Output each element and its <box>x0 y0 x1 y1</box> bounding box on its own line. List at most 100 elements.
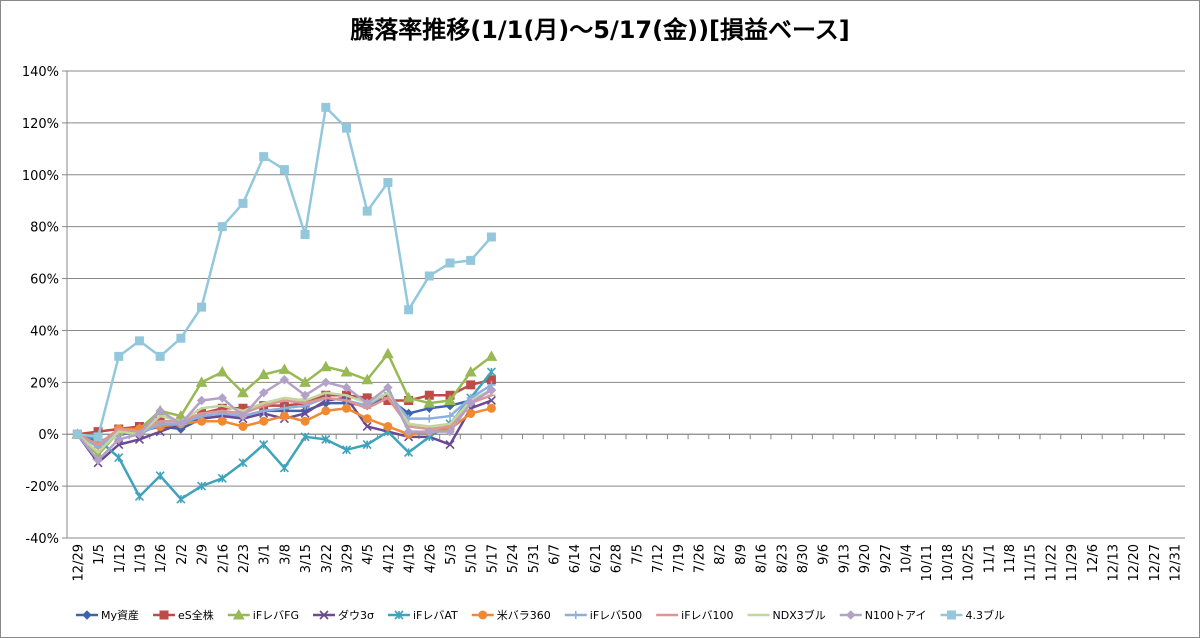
marker <box>217 473 227 483</box>
marker <box>321 434 331 444</box>
x-tick-label: 3/22 <box>320 544 335 573</box>
marker <box>280 404 289 413</box>
marker <box>404 305 414 315</box>
marker <box>383 382 393 393</box>
marker <box>197 302 207 312</box>
x-tick-label: 12/31 <box>1169 544 1184 581</box>
x-tick-label: 9/27 <box>879 544 894 573</box>
marker <box>321 102 331 112</box>
marker <box>259 440 269 450</box>
x-tick-label: 1/12 <box>113 544 128 573</box>
marker <box>846 610 856 620</box>
marker <box>423 397 436 408</box>
x-tick-label: 11/29 <box>1065 544 1080 581</box>
marker <box>424 426 435 437</box>
marker <box>237 386 249 398</box>
marker <box>196 395 207 406</box>
marker <box>279 463 289 473</box>
marker <box>321 406 331 416</box>
marker <box>114 434 124 445</box>
x-tick-label: 2/9 <box>196 544 211 565</box>
marker <box>946 610 956 620</box>
y-tick-label: 0% <box>38 428 59 443</box>
y-tick-label: 20% <box>30 376 59 391</box>
x-tick-label: 8/2 <box>713 544 728 565</box>
marker <box>217 393 227 403</box>
marker <box>485 350 498 361</box>
marker <box>238 411 248 421</box>
marker <box>424 390 434 400</box>
x-tick-label: 8/9 <box>734 544 749 565</box>
marker <box>362 440 372 450</box>
marker <box>114 453 124 463</box>
legend-label: iFレバFG <box>253 609 299 622</box>
x-tick-label: 5/17 <box>485 544 500 573</box>
x-tick-label: 8/16 <box>755 544 770 573</box>
marker <box>300 408 310 419</box>
marker <box>571 611 580 619</box>
marker <box>279 375 290 385</box>
marker <box>217 222 227 232</box>
x-tick-label: 7/19 <box>672 544 687 573</box>
marker <box>155 351 165 361</box>
x-tick-label: 8/23 <box>775 544 790 573</box>
marker <box>342 123 351 133</box>
x-tick-label: 1/5 <box>92 544 107 565</box>
marker <box>466 255 476 265</box>
x-tick-label: 5/31 <box>527 544 542 573</box>
marker <box>279 165 289 175</box>
x-tick-label: 11/8 <box>1003 544 1018 573</box>
marker <box>486 232 496 242</box>
marker <box>425 414 434 423</box>
marker <box>134 429 145 439</box>
marker <box>232 608 245 620</box>
x-tick-label: 10/4 <box>900 544 915 573</box>
y-tick-label: -40% <box>25 532 59 547</box>
marker <box>446 412 455 421</box>
marker <box>259 416 269 426</box>
x-tick-label: 11/1 <box>982 544 997 573</box>
marker <box>82 610 92 620</box>
marker <box>300 416 310 426</box>
marker <box>93 432 103 442</box>
marker <box>486 367 496 377</box>
x-tick-label: 5/24 <box>506 544 521 573</box>
x-tick-label: 12/27 <box>1148 544 1163 581</box>
y-tick-label: 140% <box>22 65 59 80</box>
x-tick-label: 4/12 <box>382 544 397 573</box>
marker <box>159 610 169 620</box>
marker <box>300 390 310 401</box>
x-tick-label: 7/26 <box>692 544 707 573</box>
x-tick-label: 12/6 <box>1086 544 1101 573</box>
x-tick-label: 4/5 <box>361 544 376 565</box>
x-tick-label: 11/15 <box>1024 544 1039 581</box>
marker <box>486 385 497 395</box>
x-tick-label: 9/6 <box>817 544 832 565</box>
marker <box>362 398 372 408</box>
y-tick-label: 60% <box>30 273 59 288</box>
legend-label: iFレバ500 <box>590 609 642 622</box>
marker <box>341 382 352 393</box>
x-tick-label: 1/19 <box>133 544 148 573</box>
x-tick-label: 12/29 <box>71 544 86 581</box>
marker <box>362 414 372 424</box>
y-tick-label: 120% <box>22 117 59 132</box>
legend-label: iFレバ100 <box>681 609 733 622</box>
marker <box>134 491 145 502</box>
marker <box>176 494 186 504</box>
marker <box>444 394 456 405</box>
x-tick-label: 9/13 <box>837 544 852 573</box>
x-tick-label: 12/20 <box>1127 544 1142 581</box>
x-tick-label: 12/13 <box>1107 544 1122 581</box>
marker <box>340 365 353 377</box>
legend-label: eS全株 <box>178 608 214 622</box>
x-tick-label: 5/3 <box>444 544 459 565</box>
legend-label: ダウ3σ <box>338 608 374 622</box>
marker <box>319 610 329 620</box>
x-tick-label: 9/20 <box>858 544 873 573</box>
x-tick-label: 4/26 <box>423 544 438 573</box>
x-tick-label: 7/12 <box>651 544 666 573</box>
marker <box>382 347 394 359</box>
